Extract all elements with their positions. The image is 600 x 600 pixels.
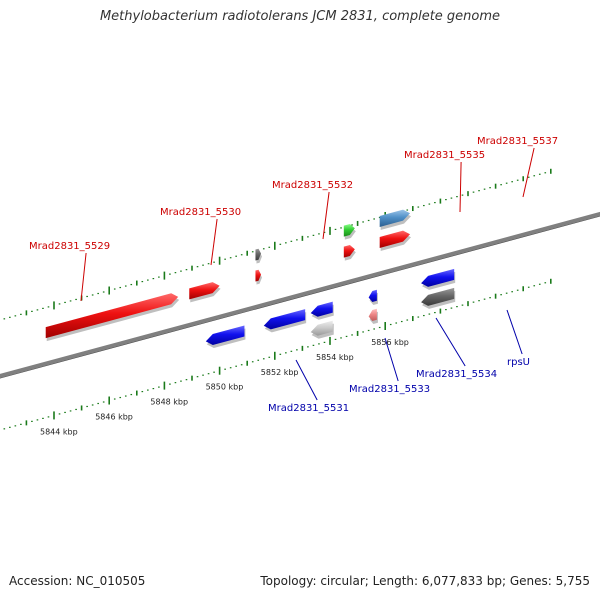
gene-arrow-body (255, 269, 261, 282)
gene-label-leader (506, 309, 523, 355)
gene-arrow-body (379, 230, 411, 248)
gene-arrow-body (368, 308, 377, 321)
gene-label-leader (80, 252, 87, 302)
gene-label-leader (384, 337, 399, 382)
gene-arrow-body (205, 325, 245, 346)
genes-layer (45, 209, 456, 349)
scale-label-5844: 5844 kbp (40, 427, 78, 436)
mrad2831_5532-arrow[interactable] (255, 269, 262, 285)
scale-label-5856: 5856 kbp (371, 338, 409, 347)
genome-stats: Topology: circular; Length: 6,077,833 bp… (260, 574, 590, 588)
mrad2831_5531-arrow[interactable] (205, 325, 246, 349)
gene-arrow-body (379, 209, 411, 227)
scale-label-5850: 5850 kbp (206, 383, 244, 392)
gene-labels-layer: Mrad2831_5529Mrad2831_5530Mrad2831_5531M… (29, 136, 558, 414)
mrad2831_5537-arrow[interactable] (379, 230, 412, 251)
feature-15-arrow[interactable] (421, 287, 456, 309)
feature-11-arrow[interactable] (368, 308, 378, 324)
gene-label-rpsu[interactable]: rpsU (507, 357, 530, 368)
gene-arrow-body (45, 293, 179, 339)
gene-arrow-body (421, 268, 455, 287)
feature-14-arrow[interactable] (421, 268, 456, 290)
length-text: Length: 6,077,833 bp (372, 574, 502, 588)
accession-text: Accession: NC_010505 (9, 574, 146, 588)
gene-arrow-body (368, 289, 377, 302)
genes-count-text: Genes: 5,755 (509, 574, 590, 588)
genome-title: Methylobacterium radiotolerans JCM 2831,… (99, 9, 501, 24)
gene-label-leader (210, 218, 218, 266)
gene-arrow-body (310, 301, 333, 317)
scale-label-5848: 5848 kbp (150, 398, 188, 407)
gene-label-mrad2831_5532[interactable]: Mrad2831_5532 (272, 180, 353, 191)
gene-label-mrad2831_5530[interactable]: Mrad2831_5530 (160, 207, 241, 218)
gene-arrow-body (189, 282, 220, 300)
mrad2831_5530-arrow[interactable] (189, 282, 221, 303)
topology-text: Topology: circular (260, 574, 365, 588)
scale-label-5846: 5846 kbp (95, 413, 133, 422)
gene-label-mrad2831_5537[interactable]: Mrad2831_5537 (477, 136, 558, 147)
mrad2831_5534-arrow[interactable] (310, 301, 334, 320)
scale-label-5854: 5854 kbp (316, 353, 354, 362)
gene-label-leader (522, 147, 535, 198)
scale-label-5852: 5852 kbp (261, 368, 299, 377)
gene-label-leader (295, 359, 318, 401)
mrad2831_5533-arrow[interactable] (263, 309, 307, 333)
gene-arrow-body (343, 224, 355, 237)
gene-label-mrad2831_5534[interactable]: Mrad2831_5534 (416, 369, 497, 380)
feature-9-arrow[interactable] (343, 224, 356, 240)
gene-arrow-body (263, 309, 306, 330)
tick-dots-layer: 5844 kbp 5846 kbp 5848 kbp 5850 kbp 5852 kbp… (3, 168, 552, 436)
feature-7-arrow[interactable] (310, 320, 334, 339)
gene-arrow-body (421, 287, 455, 306)
feature-4-arrow[interactable] (255, 248, 262, 264)
gene-label-mrad2831_5529[interactable]: Mrad2831_5529 (29, 241, 110, 252)
gene-label-leader (435, 317, 466, 367)
feature-13-arrow[interactable] (379, 209, 412, 230)
mrad2831_5529-arrow[interactable] (45, 293, 180, 342)
gene-label-leader (459, 161, 462, 213)
gene-label-leader (322, 191, 330, 240)
backbone-line (0, 211, 600, 379)
gene-arrow-body (310, 320, 333, 336)
gene-arrow-body (255, 248, 261, 261)
gene-label-mrad2831_5535[interactable]: Mrad2831_5535 (404, 150, 485, 161)
gene-arrow-body (343, 245, 355, 258)
gene-label-mrad2831_5533[interactable]: Mrad2831_5533 (349, 384, 430, 395)
mrad2831_5535-arrow[interactable] (343, 245, 356, 261)
gene-label-mrad2831_5531[interactable]: Mrad2831_5531 (268, 403, 349, 414)
genome-backbone (0, 211, 600, 379)
rpsu-arrow[interactable] (368, 289, 378, 305)
